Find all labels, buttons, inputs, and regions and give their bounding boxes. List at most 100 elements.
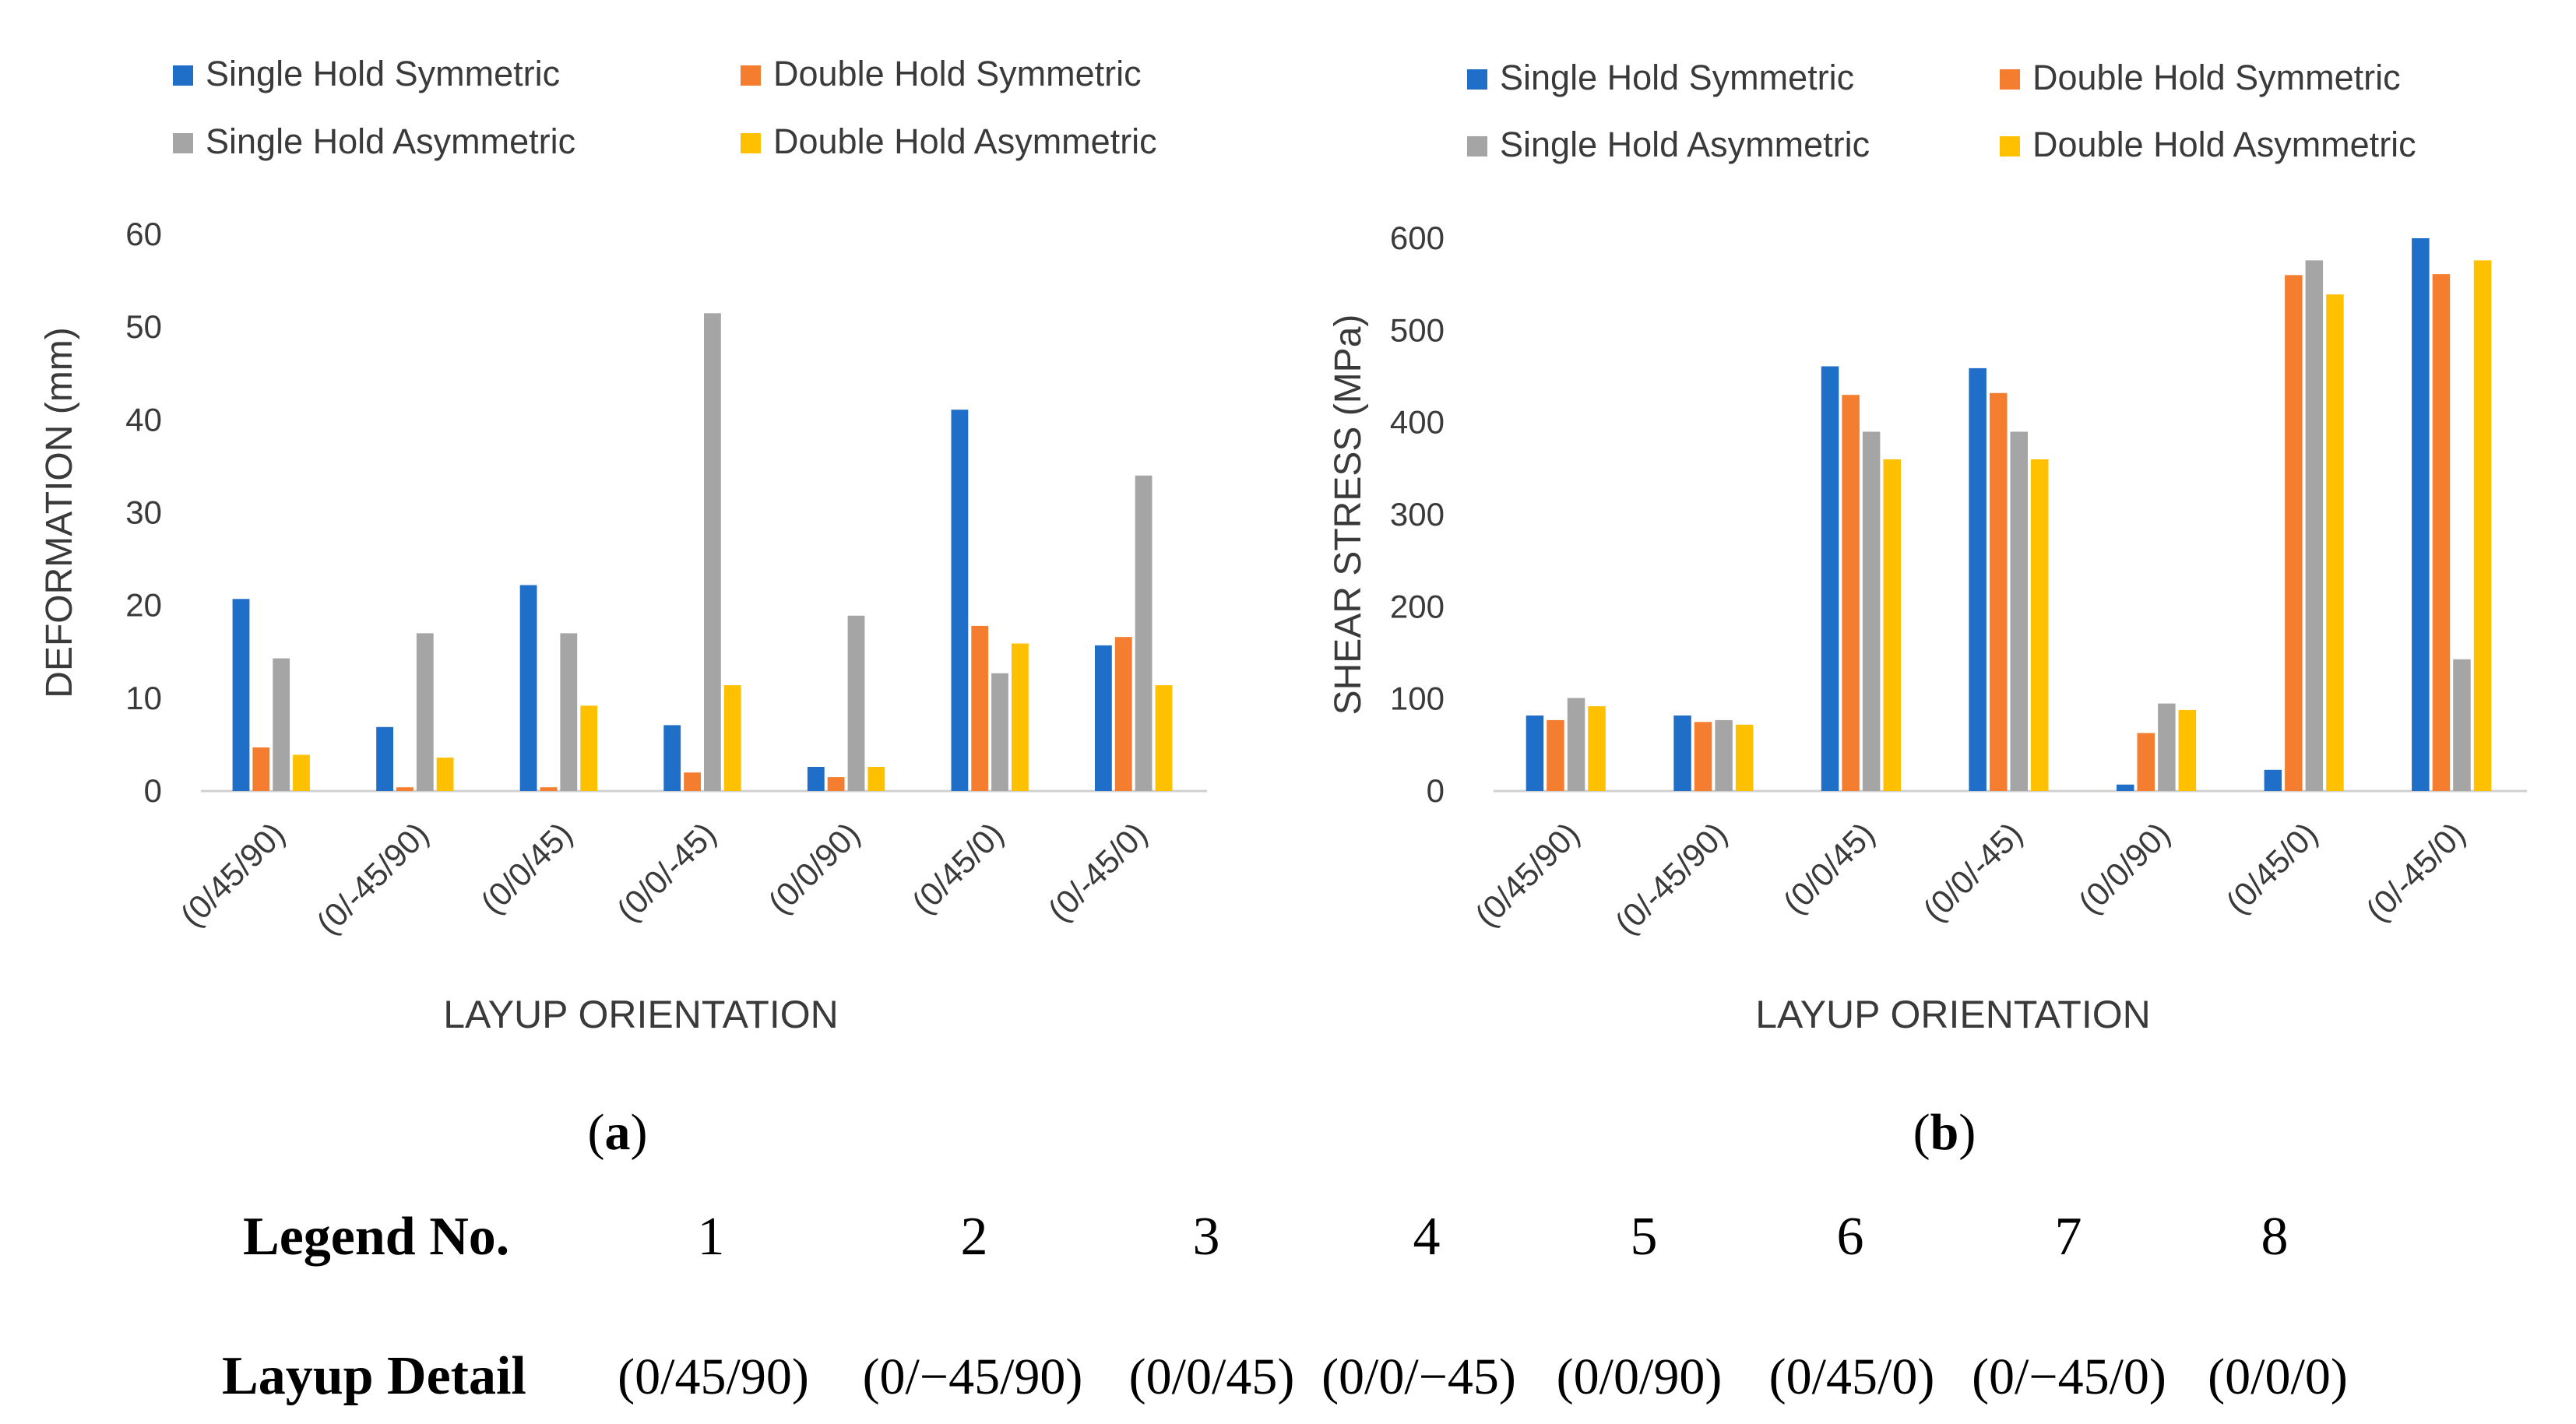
y-tick-label: 30 (125, 494, 162, 531)
legend-number: 1 (698, 1207, 725, 1267)
legend-number: 7 (2055, 1207, 2082, 1267)
y-axis-label: DEFORMATION (mm) (39, 327, 80, 698)
y-tick-label: 0 (144, 772, 162, 809)
x-tick-label: (0/0/45) (473, 815, 579, 921)
y-tick-label: 10 (125, 680, 162, 716)
legend-label-double-hold-asymmetric: Double Hold Asymmetric (2032, 125, 2416, 164)
layup-detail: (0/0/45) (1129, 1348, 1295, 1405)
bar-single-hold-asymmetric (847, 615, 865, 791)
layup-detail: (0/0/0) (2208, 1348, 2348, 1405)
bar-double-hold-symmetric (1547, 719, 1564, 791)
legend-swatch-double-hold-asymmetric (741, 133, 761, 153)
y-tick-label: 500 (1390, 311, 1445, 348)
y-tick-label: 40 (125, 401, 162, 438)
legend-number: 3 (1193, 1207, 1220, 1267)
y-tick-label: 600 (1390, 220, 1445, 256)
bar-single-hold-asymmetric (1715, 719, 1733, 791)
bar-single-hold-asymmetric (1135, 475, 1153, 791)
bar-single-hold-asymmetric (704, 313, 721, 791)
y-tick-label: 400 (1390, 404, 1445, 441)
bar-single-hold-symmetric (951, 410, 969, 791)
y-tick-label: 200 (1390, 588, 1445, 624)
bar-double-hold-symmetric (2285, 275, 2303, 791)
bar-double-hold-symmetric (1990, 392, 2008, 791)
x-tick-label: (0/-45/0) (2359, 815, 2472, 928)
bar-double-hold-asymmetric (1155, 685, 1173, 791)
x-tick-label: (0/-45/90) (1608, 815, 1734, 941)
legend-table: Legend No. Layup Detail 1 2 3 4 5 6 7 8 (0/45/90… (222, 1207, 2348, 1406)
bar-double-hold-symmetric (2432, 274, 2451, 792)
y-tick-label: 300 (1390, 496, 1445, 533)
bar-double-hold-symmetric (684, 772, 701, 791)
panel-label-a: (a) (588, 1104, 648, 1161)
bar-single-hold-symmetric (2264, 769, 2282, 791)
bar-single-hold-asymmetric (2453, 659, 2471, 791)
layup-detail: (0/−45/90) (863, 1348, 1083, 1405)
bar-single-hold-symmetric (1673, 716, 1691, 791)
bar-single-hold-asymmetric (416, 633, 434, 791)
y-tick-label: 0 (1427, 772, 1445, 809)
bar-double-hold-asymmetric (1883, 459, 1901, 791)
bar-single-hold-symmetric (232, 599, 250, 791)
bar-single-hold-asymmetric (273, 658, 290, 791)
y-axis-label: SHEAR STRESS (MPa) (1328, 315, 1369, 716)
bar-double-hold-symmetric (396, 787, 413, 791)
legend-swatch-single-hold-symmetric (1467, 69, 1487, 90)
legend-swatch-single-hold-asymmetric (1467, 136, 1487, 156)
legend-swatch-single-hold-symmetric (173, 65, 193, 86)
bar-single-hold-symmetric (663, 725, 681, 791)
bar-single-hold-asymmetric (1567, 698, 1585, 791)
bar-single-hold-symmetric (807, 767, 825, 791)
chart-b-shear-stress: Single Hold Symmetric Double Hold Symmetr… (1328, 58, 2527, 1036)
bar-double-hold-symmetric (540, 787, 558, 791)
layup-detail: (0/0/−45) (1321, 1348, 1516, 1405)
legend-label-double-hold-asymmetric: Double Hold Asymmetric (773, 121, 1157, 161)
legend-number: 6 (1837, 1207, 1864, 1267)
legend-no-label: Legend No. (243, 1207, 509, 1267)
x-tick-label: (0/45/90) (174, 815, 292, 934)
legend-number: 4 (1413, 1207, 1441, 1267)
x-tick-label: (0/0/45) (1776, 815, 1882, 921)
bar-single-hold-asymmetric (991, 673, 1008, 791)
bar-double-hold-asymmetric (2178, 709, 2197, 791)
legend-swatch-single-hold-asymmetric (173, 133, 193, 153)
bar-single-hold-symmetric (1526, 716, 1544, 791)
bar-single-hold-asymmetric (2305, 260, 2324, 791)
y-tick-label: 100 (1390, 680, 1445, 717)
x-tick-label: (0/45/0) (905, 815, 1011, 921)
bar-double-hold-asymmetric (580, 705, 598, 791)
x-tick-label: (0/45/90) (1468, 815, 1586, 934)
y-tick-label: 60 (125, 216, 162, 252)
y-tick-label: 50 (125, 308, 162, 345)
bar-double-hold-asymmetric (1588, 706, 1606, 791)
bar-double-hold-symmetric (1842, 395, 1860, 791)
bar-double-hold-asymmetric (2031, 459, 2049, 791)
legend-swatch-double-hold-symmetric (741, 65, 761, 86)
x-tick-label: (0/-45/0) (1041, 815, 1154, 928)
bar-single-hold-asymmetric (560, 633, 578, 791)
chart-a-deformation: Single Hold Symmetric Double Hold Symmetr… (39, 54, 1207, 1036)
bar-double-hold-symmetric (1114, 637, 1132, 791)
layup-detail: (0/0/90) (1557, 1348, 1723, 1405)
bar-double-hold-asymmetric (1735, 724, 1754, 791)
legend-swatch-double-hold-symmetric (2000, 69, 2020, 90)
legend-label-double-hold-symmetric: Double Hold Symmetric (773, 54, 1142, 93)
bar-double-hold-asymmetric (293, 754, 310, 791)
bar-single-hold-asymmetric (2158, 703, 2176, 791)
bar-single-hold-symmetric (376, 726, 393, 791)
bar-single-hold-symmetric (1969, 367, 1987, 791)
bar-double-hold-asymmetric (1012, 643, 1029, 791)
bar-single-hold-symmetric (2412, 238, 2430, 791)
bar-double-hold-asymmetric (2326, 294, 2344, 791)
layup-detail: (0/−45/0) (1972, 1348, 2166, 1405)
layup-detail-label: Layup Detail (222, 1346, 526, 1406)
bar-single-hold-asymmetric (2010, 431, 2028, 791)
bar-double-hold-symmetric (1694, 722, 1712, 792)
legend-label-single-hold-symmetric: Single Hold Symmetric (1500, 58, 1854, 97)
bar-single-hold-asymmetric (1862, 431, 1881, 791)
bar-single-hold-symmetric (519, 585, 537, 791)
x-tick-label: (0/-45/90) (309, 815, 435, 941)
y-tick-label: 20 (125, 587, 162, 624)
legend-swatch-double-hold-asymmetric (2000, 136, 2020, 156)
bar-single-hold-symmetric (1821, 366, 1839, 791)
